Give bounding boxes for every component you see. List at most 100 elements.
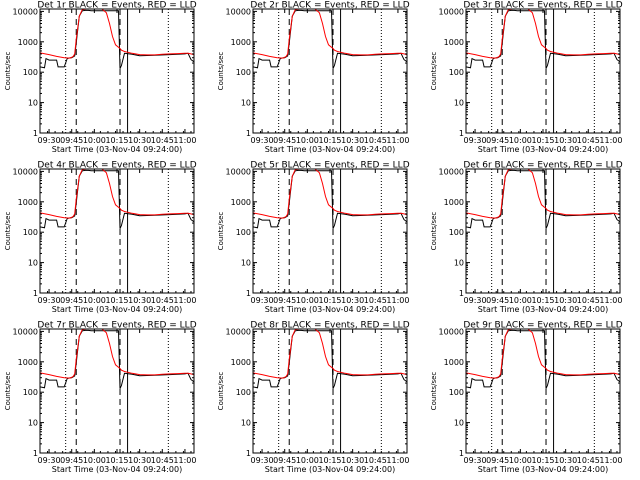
y-tick-label: 1 xyxy=(246,289,251,298)
y-tick-label: 1 xyxy=(459,449,464,458)
y-tick-label: 10000 xyxy=(439,327,464,336)
x-tick-label: 10:15 xyxy=(531,136,554,145)
y-tick-label: 1000 xyxy=(231,198,251,207)
x-tick-label: 09:45 xyxy=(486,456,509,465)
x-tick-label: 10:45 xyxy=(151,456,174,465)
x-tick-label: 10:00 xyxy=(509,296,532,305)
x-tick-label: 10:00 xyxy=(296,296,319,305)
x-tick-label: 10:30 xyxy=(128,456,151,465)
x-axis-label: Start Time (03-Nov-04 09:24:00) xyxy=(265,145,395,154)
y-tick-label: 10000 xyxy=(226,7,251,16)
y-axis-label: Counts/sec xyxy=(4,372,12,411)
events-series-line xyxy=(253,9,407,69)
x-axis-label: Start Time (03-Nov-04 09:24:00) xyxy=(52,305,182,314)
x-tick-label: 10:45 xyxy=(577,296,600,305)
x-tick-label: 10:15 xyxy=(318,296,341,305)
y-tick-label: 10 xyxy=(454,419,464,428)
x-tick-label: 11:00 xyxy=(386,136,409,145)
x-tick-label: 10:00 xyxy=(296,136,319,145)
y-axis-label: Counts/sec xyxy=(4,212,12,251)
y-axis-label: Counts/sec xyxy=(217,212,225,251)
y-tick-label: 1000 xyxy=(231,358,251,367)
plot-frame xyxy=(39,8,195,134)
y-axis-label: Counts/sec xyxy=(430,52,438,91)
x-tick-label: 10:45 xyxy=(577,456,600,465)
y-tick-label: 100 xyxy=(449,388,464,397)
detector-panel: Det 5r BLACK = Events, RED = LLD 1 10 100 10… xyxy=(217,161,410,315)
lld-series-line xyxy=(466,9,620,59)
panel-title: Det 6r BLACK = Events, RED = LLD xyxy=(463,161,622,171)
y-tick-label: 100 xyxy=(23,388,38,397)
x-tick-label: 09:45 xyxy=(486,136,509,145)
x-tick-label: 10:45 xyxy=(364,456,387,465)
lld-series-line xyxy=(40,329,194,379)
y-axis-label: Counts/sec xyxy=(430,372,438,411)
y-tick-label: 1 xyxy=(33,129,38,138)
y-axis-label: Counts/sec xyxy=(4,52,12,91)
events-series-line xyxy=(40,169,194,229)
x-tick-label: 10:00 xyxy=(83,456,106,465)
x-tick-label: 10:00 xyxy=(509,136,532,145)
y-tick-label: 100 xyxy=(449,228,464,237)
x-tick-label: 09:30 xyxy=(464,136,487,145)
y-tick-label: 10 xyxy=(454,259,464,268)
x-tick-label: 10:30 xyxy=(341,296,364,305)
detector-panel: Det 3r BLACK = Events, RED = LLD 1 10 100 10… xyxy=(430,1,623,155)
y-axis-label: Counts/sec xyxy=(430,212,438,251)
x-tick-label: 09:45 xyxy=(60,456,83,465)
x-tick-label: 10:45 xyxy=(577,136,600,145)
y-tick-label: 10000 xyxy=(13,327,38,336)
y-tick-label: 10000 xyxy=(13,7,38,16)
plot-frame xyxy=(465,8,621,134)
y-tick-label: 1000 xyxy=(18,38,38,47)
x-tick-label: 10:00 xyxy=(296,456,319,465)
x-tick-label: 10:30 xyxy=(341,136,364,145)
y-tick-label: 1 xyxy=(459,129,464,138)
x-axis-label: Start Time (03-Nov-04 09:24:00) xyxy=(478,145,608,154)
x-tick-label: 10:15 xyxy=(105,456,128,465)
x-tick-label: 10:30 xyxy=(128,296,151,305)
x-tick-label: 10:30 xyxy=(554,456,577,465)
x-tick-label: 10:30 xyxy=(554,136,577,145)
y-tick-label: 100 xyxy=(449,68,464,77)
x-tick-label: 10:45 xyxy=(151,136,174,145)
x-tick-label: 09:45 xyxy=(273,296,296,305)
events-series-line xyxy=(253,169,407,229)
x-tick-label: 10:00 xyxy=(83,136,106,145)
y-tick-label: 10000 xyxy=(226,167,251,176)
panel-title: Det 4r BLACK = Events, RED = LLD xyxy=(37,161,196,171)
x-tick-label: 09:45 xyxy=(60,296,83,305)
y-tick-label: 1000 xyxy=(444,358,464,367)
lld-series-line xyxy=(253,169,407,219)
x-tick-label: 09:30 xyxy=(38,456,61,465)
x-tick-label: 10:15 xyxy=(318,456,341,465)
plot-frame xyxy=(252,168,408,294)
events-series-line xyxy=(466,329,620,389)
x-tick-label: 10:00 xyxy=(509,456,532,465)
x-tick-label: 09:30 xyxy=(38,136,61,145)
events-series-line xyxy=(466,9,620,69)
y-tick-label: 1 xyxy=(246,129,251,138)
plot-frame xyxy=(465,328,621,454)
x-tick-label: 10:15 xyxy=(531,456,554,465)
y-tick-label: 10 xyxy=(454,99,464,108)
y-tick-label: 1000 xyxy=(231,38,251,47)
detector-panel: Det 8r BLACK = Events, RED = LLD 1 10 100 10… xyxy=(217,321,410,475)
plot-frame xyxy=(465,168,621,294)
y-tick-label: 10 xyxy=(241,99,251,108)
x-tick-label: 09:30 xyxy=(464,456,487,465)
y-tick-label: 10 xyxy=(241,419,251,428)
detector-panel: Det 7r BLACK = Events, RED = LLD 1 10 100 10… xyxy=(4,321,197,475)
y-tick-label: 1000 xyxy=(18,358,38,367)
y-tick-label: 10000 xyxy=(439,7,464,16)
x-tick-label: 11:00 xyxy=(173,456,196,465)
panel-title: Det 2r BLACK = Events, RED = LLD xyxy=(250,1,409,11)
x-tick-label: 10:45 xyxy=(364,136,387,145)
y-tick-label: 1 xyxy=(459,289,464,298)
y-tick-label: 100 xyxy=(23,228,38,237)
x-tick-label: 09:30 xyxy=(38,296,61,305)
events-series-line xyxy=(40,9,194,69)
y-tick-label: 1 xyxy=(33,449,38,458)
x-tick-label: 10:45 xyxy=(364,296,387,305)
plot-frame xyxy=(252,328,408,454)
